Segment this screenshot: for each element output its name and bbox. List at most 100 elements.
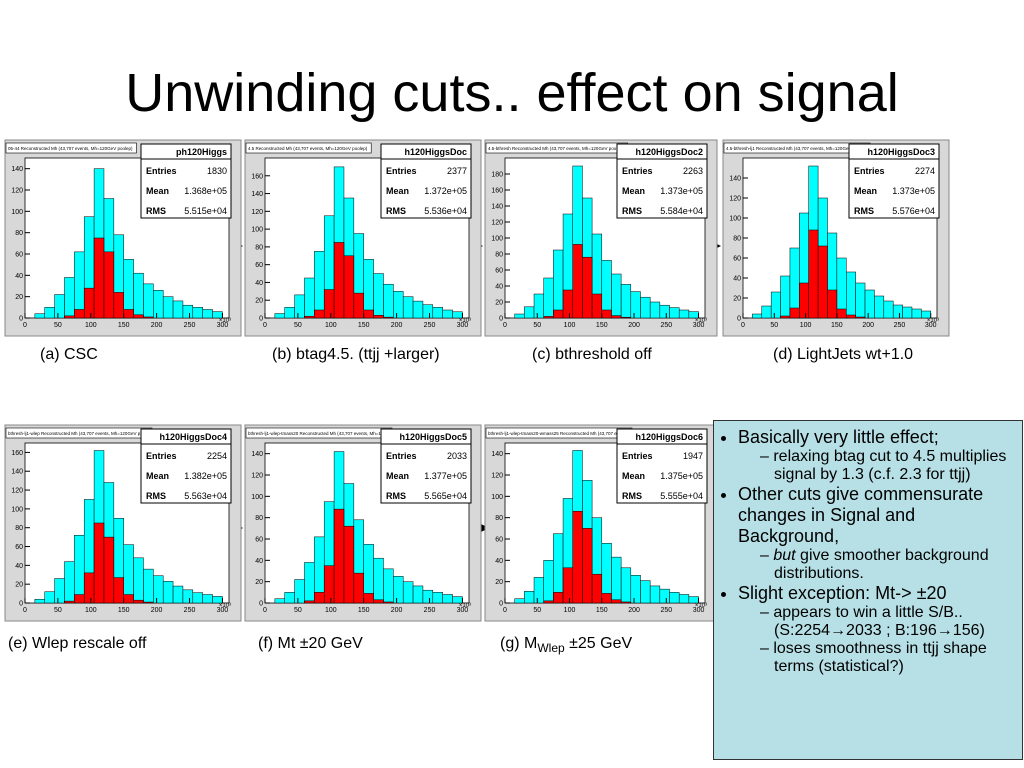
stats-box (616, 428, 708, 504)
histogram-bar (543, 277, 554, 319)
x-tick-label: 50 (533, 607, 541, 614)
histogram-bar (533, 293, 544, 319)
stats-label: RMS (386, 491, 406, 501)
histogram-bar (74, 594, 85, 604)
y-tick-label: 20 (255, 579, 263, 586)
histogram-bar (294, 294, 305, 319)
histogram-bar (133, 557, 144, 604)
y-tick-label: 40 (495, 558, 503, 565)
histogram-bar (212, 596, 223, 604)
y-tick-label: 60 (495, 537, 503, 544)
x-tick-label: 300 (693, 607, 705, 614)
stats-label: Mean (854, 186, 877, 196)
stats-name: h120HiggsDoc3 (867, 147, 935, 157)
histogram-bar (64, 315, 75, 319)
stats-label: Entries (854, 166, 885, 176)
histogram-bar (373, 273, 384, 319)
x-axis-unit: ×10³ (459, 318, 471, 324)
histogram-bar (817, 245, 828, 319)
stats-label: Entries (622, 166, 653, 176)
x-tick-label: 150 (831, 322, 843, 329)
histogram-bar (601, 260, 612, 319)
y-tick-label: 120 (491, 220, 503, 227)
sub-list: but give smoother background distributio… (738, 547, 1016, 583)
y-tick-label: 140 (11, 166, 23, 173)
y-tick-label: 0 (499, 601, 503, 608)
histogram-bar (402, 581, 414, 604)
stats-value: 5.555e+04 (660, 491, 703, 501)
x-axis-unit: ×10³ (459, 603, 471, 609)
stats-value: 1.368e+05 (184, 186, 227, 196)
histogram-bar (874, 295, 885, 319)
x-tick-label: 250 (660, 607, 672, 614)
histogram-bar (74, 309, 85, 319)
y-tick-label: 80 (15, 525, 23, 532)
histogram-bar (524, 306, 535, 319)
y-tick-label: 100 (251, 227, 263, 234)
sub-list: appears to win a little S/B..(S:2254→203… (738, 604, 1016, 676)
x-tick-label: 50 (54, 322, 62, 329)
stats-box (140, 143, 232, 219)
bullet-text: Basically very little effect; (738, 427, 939, 447)
histogram-bar (620, 316, 632, 319)
histogram-bar (808, 229, 819, 319)
histogram-bar (274, 313, 285, 319)
stats-value: 5.565e+04 (424, 491, 467, 501)
y-tick-label: 80 (733, 236, 741, 243)
caption: (e) Wlep rescale off (8, 635, 147, 652)
y-tick-label: 120 (251, 473, 263, 480)
stats-label: RMS (146, 491, 166, 501)
histogram-bar (123, 259, 134, 319)
stats-name: h120HiggsDoc4 (159, 432, 227, 442)
histogram-bar (422, 589, 434, 604)
sub-list: relaxing btag cut to 4.5 multiplies sign… (738, 448, 1016, 484)
stats-label: Mean (146, 471, 169, 481)
y-tick-label: 160 (251, 173, 263, 180)
histogram-bar (323, 289, 335, 319)
stats-value: 1.382e+05 (184, 471, 227, 481)
x-tick-label: 300 (217, 607, 229, 614)
y-tick-label: 160 (11, 450, 23, 457)
histogram-bar (143, 568, 154, 604)
histogram-title: 4.5 Reconstructed Mh (43,707 events, Mh=… (248, 146, 368, 151)
x-tick-label: 300 (457, 322, 469, 329)
y-tick-label: 60 (255, 262, 263, 269)
histogram-title: 05-44 Reconstructed Mh (43,707 events, M… (8, 146, 133, 151)
y-tick-label: 40 (495, 284, 503, 291)
histogram-bar (678, 594, 690, 604)
y-tick-label: 140 (491, 204, 503, 211)
caption-text: (g) M (500, 635, 538, 652)
sub-bullet: appears to win a little S/B..(S:2254→203… (760, 604, 1016, 640)
stats-value: 5.536e+04 (424, 206, 467, 216)
histogram-bar (373, 315, 384, 319)
y-tick-label: 140 (251, 191, 263, 198)
x-tick-label: 100 (85, 607, 97, 614)
histogram-bar (284, 307, 295, 319)
histogram-bar (669, 592, 680, 604)
y-tick-label: 120 (11, 188, 23, 195)
stats-label: Mean (386, 471, 409, 481)
x-tick-label: 200 (628, 607, 640, 614)
histogram-title: 4.5-bthresh Reconstructed Mh (43,707 eve… (488, 146, 624, 151)
x-tick-label: 150 (596, 322, 608, 329)
histogram-bar (304, 562, 315, 604)
x-tick-label: 100 (564, 322, 576, 329)
histogram-bar (123, 594, 134, 604)
x-tick-label: 0 (503, 607, 507, 614)
bullet-list: Basically very little effect;relaxing bt… (720, 427, 1016, 676)
histogram-bar (562, 567, 573, 604)
x-tick-label: 50 (294, 322, 302, 329)
histogram-bar (649, 301, 661, 319)
stats-value: 2254 (207, 451, 227, 461)
x-tick-label: 0 (503, 322, 507, 329)
y-tick-label: 100 (251, 494, 263, 501)
histogram-bar (143, 283, 154, 319)
histogram-bar (343, 255, 355, 319)
histogram-bar (113, 292, 124, 319)
x-axis-unit: ×10³ (927, 318, 939, 324)
x-tick-label: 300 (693, 322, 705, 329)
histogram-bar (855, 282, 866, 319)
x-tick-label: 100 (800, 322, 812, 329)
histogram-bar (442, 309, 453, 319)
histogram-bar (921, 310, 931, 319)
